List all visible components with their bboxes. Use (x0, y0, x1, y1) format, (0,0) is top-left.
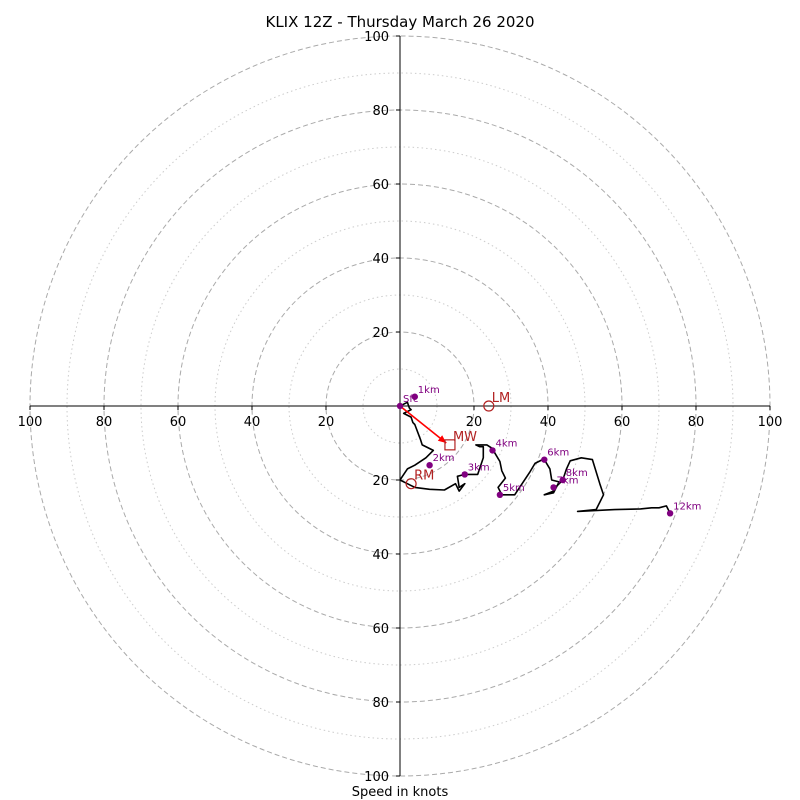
shear-arrow-line (399, 405, 447, 444)
height-marker-label: 5km (503, 483, 525, 494)
y-tick-label: 100 (364, 770, 389, 785)
height-marker-8km (559, 476, 566, 484)
storm-motion-label: LM (492, 391, 510, 406)
x-tick-label: 100 (758, 415, 783, 430)
height-marker-label: 6km (547, 448, 569, 459)
height-marker-5km (496, 491, 504, 498)
height-marker-1km (411, 393, 418, 400)
x-tick-label: 80 (96, 415, 113, 430)
x-tick-label: 60 (614, 415, 631, 430)
storm-motion-label: RM (414, 469, 434, 484)
storm-motion-LM (483, 400, 495, 412)
height-marker-6km (541, 456, 548, 463)
y-tick-label: 60 (372, 622, 389, 637)
y-tick-label: 40 (372, 252, 389, 267)
height-marker-label: 7km (557, 475, 579, 486)
y-tick-label: 80 (372, 104, 389, 119)
y-tick-label: 80 (372, 696, 389, 711)
height-marker-3km (461, 471, 468, 478)
height-marker-label: 12km (673, 501, 701, 512)
y-tick-label: 60 (372, 178, 389, 193)
y-tick-label: 40 (372, 548, 389, 563)
height-marker-4km (489, 447, 496, 454)
storm-motion-MW (444, 439, 456, 451)
storm-motion-markers: LM MW RM (405, 391, 510, 490)
tick-labels: 100 80 60 40 20 20 40 60 80 100 100 80 60 40 20 20 40 60 8… (18, 30, 783, 785)
x-tick-label: 20 (466, 415, 483, 430)
chart-title: KLIX 12Z - Thursday March 26 2020 (265, 13, 534, 31)
x-tick-label: 40 (244, 415, 261, 430)
storm-motion-label: MW (453, 430, 477, 445)
height-marker-12km (666, 510, 674, 517)
x-tick-label: 60 (170, 415, 187, 430)
height-marker-label: 3km (468, 462, 490, 473)
x-tick-label: 80 (688, 415, 705, 430)
y-tick-label: 20 (372, 326, 389, 341)
height-marker-label: 2km (433, 453, 455, 464)
height-marker-label: Sfc (403, 394, 418, 405)
x-tick-label: 20 (318, 415, 335, 430)
storm-motion-RM (405, 478, 417, 490)
y-tick-label: 100 (364, 30, 389, 45)
height-marker-label: 8km (566, 468, 588, 479)
x-axis-label: Speed in knots (352, 785, 449, 800)
height-marker-label: 1km (418, 385, 440, 396)
height-marker-2km (426, 462, 433, 469)
height-marker-Sfc (396, 402, 404, 410)
y-tick-label: 20 (372, 474, 389, 489)
shear-arrow-head (437, 435, 447, 443)
x-tick-label: 40 (540, 415, 557, 430)
height-marker-label: 4km (496, 438, 518, 449)
height-marker-7km (550, 484, 557, 491)
x-tick-label: 100 (18, 415, 43, 430)
